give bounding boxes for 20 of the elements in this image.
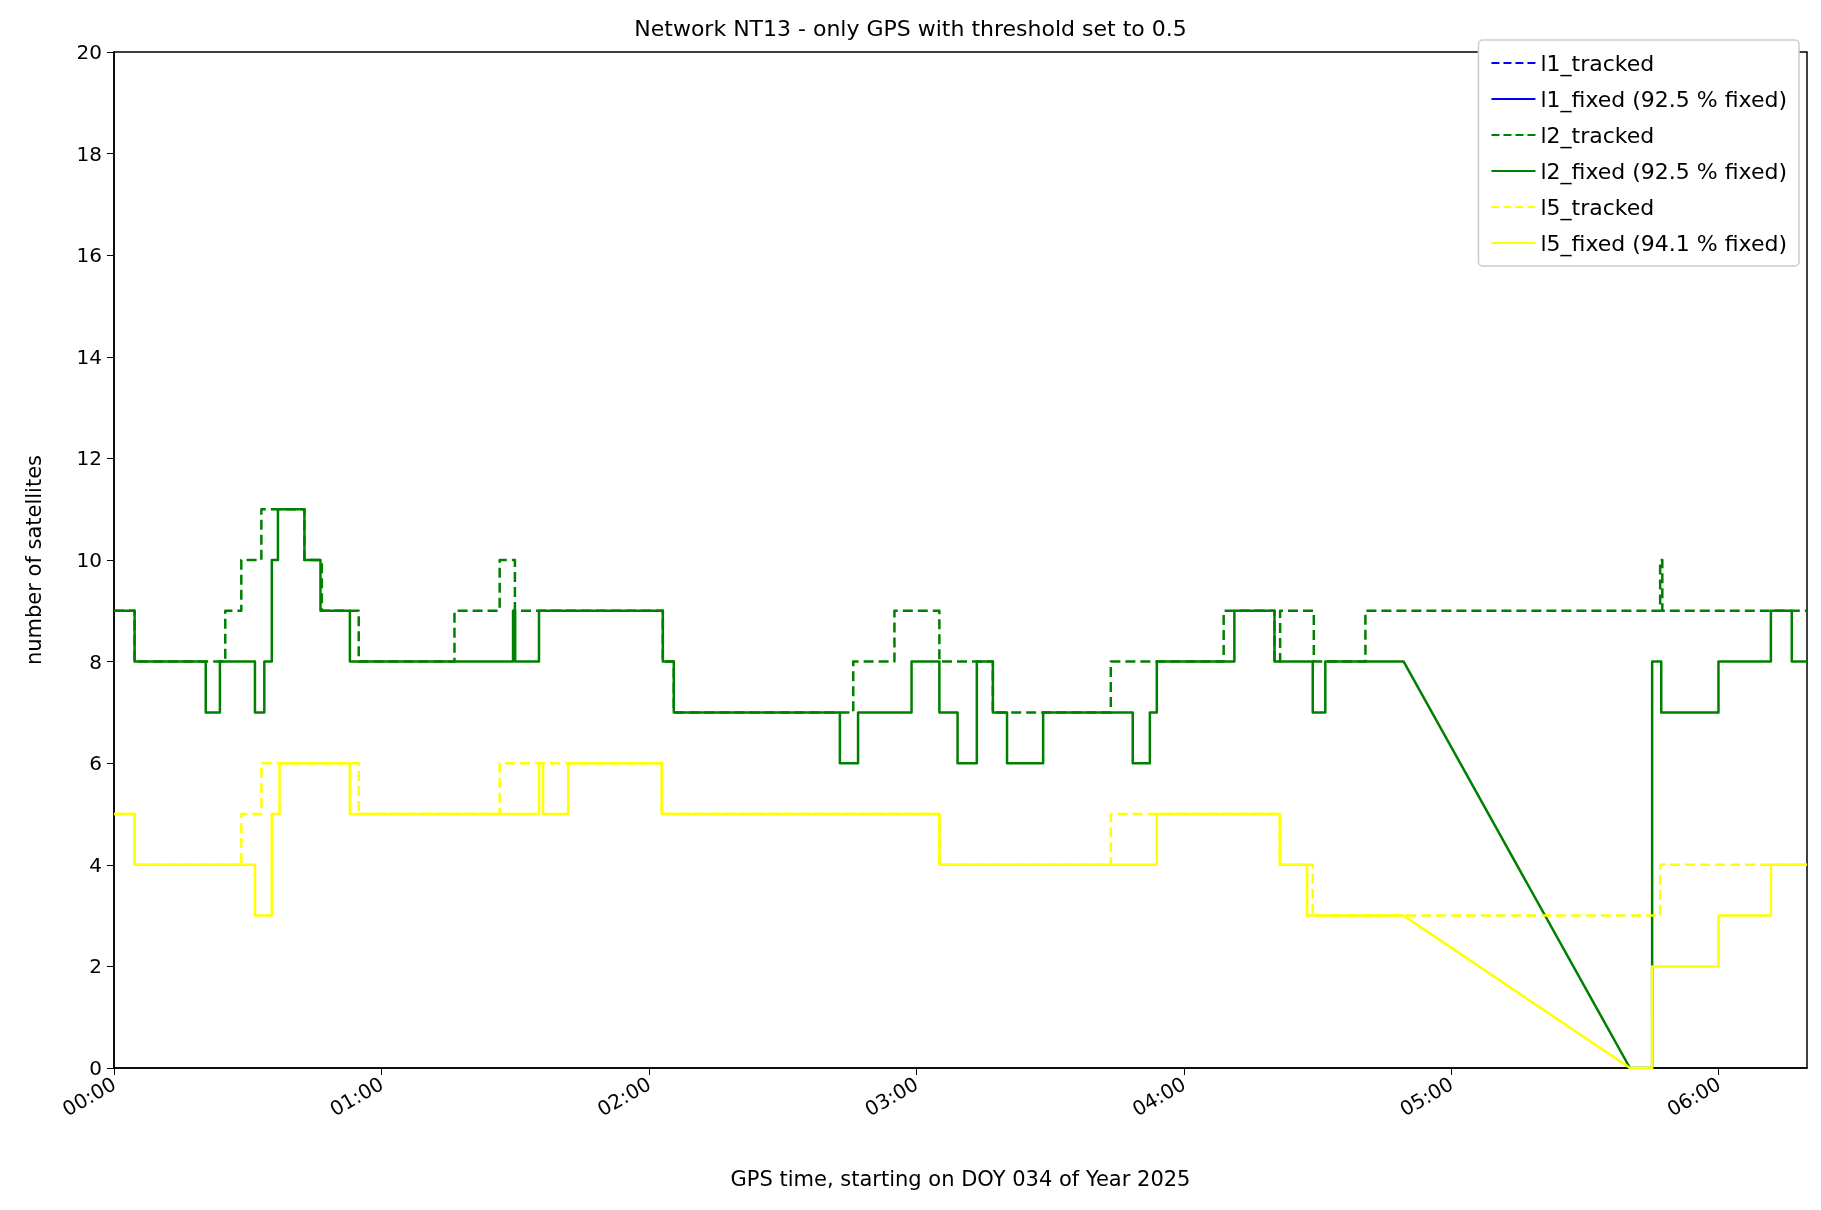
legend-label: l5_tracked (1540, 194, 1655, 221)
legend-label: l2_tracked (1540, 122, 1655, 149)
y-tick-label: 16 (76, 243, 102, 268)
y-tick-label: 0 (89, 1056, 102, 1080)
y-axis-title: number of satellites (21, 454, 46, 666)
legend-label: l1_tracked (1540, 50, 1655, 77)
legend-label: l5_fixed (94.1 % fixed) (1540, 230, 1787, 257)
y-tick-label: 18 (76, 141, 102, 166)
y-tick-label: 4 (89, 852, 102, 877)
y-tick-label: 10 (76, 548, 102, 572)
x-axis-title: GPS time, starting on DOY 034 of Year 2025 (730, 1166, 1191, 1191)
legend-label: l2_fixed (92.5 % fixed) (1540, 158, 1787, 185)
y-tick-label: 8 (89, 649, 102, 674)
y-tick-label: 20 (76, 40, 102, 64)
y-tick-label: 14 (76, 344, 102, 369)
y-tick-label: 12 (76, 446, 102, 471)
legend-label: l1_fixed (92.5 % fixed) (1540, 86, 1787, 113)
y-tick-label: 2 (89, 954, 102, 979)
y-tick-label: 6 (89, 751, 102, 776)
chart-title: Network NT13 - only GPS with threshold set to 0.5 (634, 15, 1187, 41)
